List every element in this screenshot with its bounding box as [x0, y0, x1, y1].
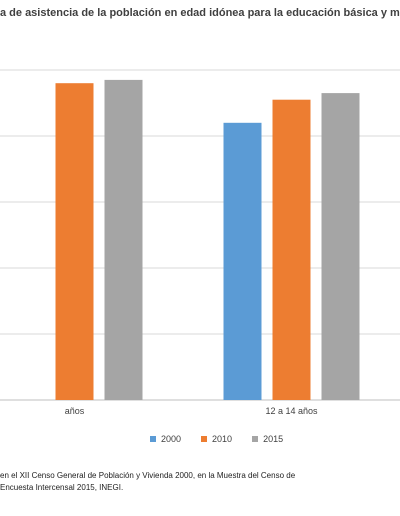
legend-label: 2010	[212, 434, 233, 444]
legend-label: 2000	[161, 434, 182, 444]
x-tick-label: 12 a 14 años	[265, 406, 318, 416]
legend-item-2000: 2000	[150, 434, 181, 444]
bar-2015-0	[104, 79, 143, 401]
bar-2000-1	[223, 122, 262, 401]
bar-chart: años 12 a 14 años	[0, 69, 400, 416]
legend-item-2015: 2015	[252, 434, 283, 444]
legend-swatch	[201, 436, 208, 442]
source-note: en el XII Censo General de Población y V…	[0, 470, 295, 494]
source-line-1: en el XII Censo General de Población y V…	[0, 471, 296, 480]
bar-2010-0	[55, 83, 94, 400]
legend: 2000 2010 2015	[150, 434, 283, 444]
legend-swatch	[150, 436, 156, 442]
source-line-2: Encuesta Intercensal 2015, INEGI.	[0, 483, 124, 492]
bars	[55, 79, 360, 401]
x-tick-label: años	[65, 406, 85, 416]
legend-label: 2015	[263, 434, 284, 444]
bar-2015-1	[321, 93, 360, 400]
legend-swatch	[252, 436, 259, 442]
bar-2010-1	[272, 99, 311, 400]
chart-title: a de asistencia de la población en edad …	[0, 7, 400, 19]
legend-item-2010: 2010	[201, 434, 232, 444]
x-tick-labels: años 12 a 14 años	[65, 406, 318, 416]
